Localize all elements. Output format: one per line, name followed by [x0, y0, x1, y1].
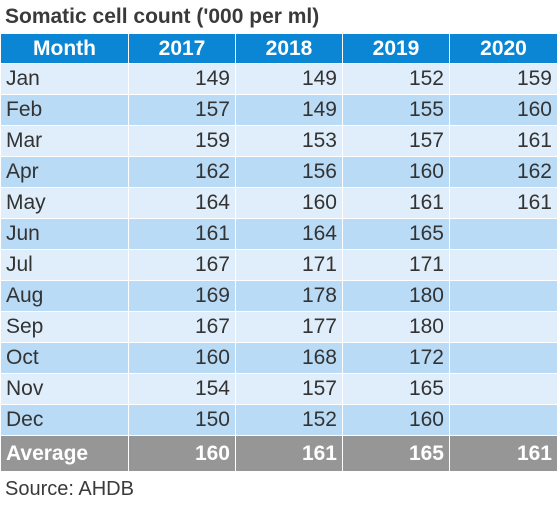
cell-value: 157	[235, 373, 343, 405]
average-value: 161	[449, 435, 558, 472]
table-row: Mar 159 153 157 161	[0, 125, 558, 157]
row-month: Feb	[0, 94, 129, 126]
cell-value	[449, 311, 558, 343]
source-note: Source: AHDB	[0, 474, 558, 505]
average-label: Average	[0, 435, 129, 472]
cell-value: 171	[235, 249, 343, 281]
row-month: May	[0, 187, 129, 219]
row-month: Dec	[0, 404, 129, 436]
cell-value: 161	[128, 218, 236, 250]
table-row: Jan 149 149 152 159	[0, 63, 558, 95]
cell-value: 165	[342, 373, 450, 405]
table-row: Sep 167 177 180	[0, 311, 558, 343]
row-month: Jul	[0, 249, 129, 281]
average-value: 165	[342, 435, 450, 472]
cell-value: 149	[128, 63, 236, 95]
cell-value: 169	[128, 280, 236, 312]
cell-value: 160	[342, 156, 450, 188]
cell-value: 160	[342, 404, 450, 436]
cell-value: 152	[235, 404, 343, 436]
header-row: Month 2017 2018 2019 2020	[0, 33, 558, 64]
cell-value	[449, 280, 558, 312]
header-year-2017: 2017	[128, 33, 236, 64]
cell-value: 159	[128, 125, 236, 157]
cell-value: 160	[235, 187, 343, 219]
row-month: Apr	[0, 156, 129, 188]
cell-value: 155	[342, 94, 450, 126]
cell-value: 172	[342, 342, 450, 374]
cell-value: 180	[342, 311, 450, 343]
row-month: Aug	[0, 280, 129, 312]
header-year-2019: 2019	[342, 33, 450, 64]
cell-value: 167	[128, 311, 236, 343]
table-row: May 164 160 161 161	[0, 187, 558, 219]
header-year-2020: 2020	[449, 33, 558, 64]
cell-value: 150	[128, 404, 236, 436]
cell-value: 171	[342, 249, 450, 281]
header-year-2018: 2018	[235, 33, 343, 64]
cell-value: 165	[342, 218, 450, 250]
table-row: Nov 154 157 165	[0, 373, 558, 405]
cell-value: 153	[235, 125, 343, 157]
table-row: Feb 157 149 155 160	[0, 94, 558, 126]
average-row: Average 160 161 165 161	[0, 435, 558, 472]
table-row: Jul 167 171 171	[0, 249, 558, 281]
scc-table: Month 2017 2018 2019 2020 Jan 149 149 15…	[0, 33, 558, 472]
cell-value: 162	[449, 156, 558, 188]
cell-value	[449, 249, 558, 281]
table-row: Dec 150 152 160	[0, 404, 558, 436]
row-month: Sep	[0, 311, 129, 343]
cell-value: 162	[128, 156, 236, 188]
cell-value: 164	[128, 187, 236, 219]
cell-value: 180	[342, 280, 450, 312]
table-row: Apr 162 156 160 162	[0, 156, 558, 188]
cell-value: 168	[235, 342, 343, 374]
cell-value: 161	[449, 125, 558, 157]
average-value: 161	[235, 435, 343, 472]
cell-value: 164	[235, 218, 343, 250]
cell-value: 160	[449, 94, 558, 126]
cell-value: 159	[449, 63, 558, 95]
cell-value	[449, 404, 558, 436]
row-month: Mar	[0, 125, 129, 157]
cell-value: 149	[235, 63, 343, 95]
header-month: Month	[0, 33, 129, 64]
table-row: Oct 160 168 172	[0, 342, 558, 374]
cell-value	[449, 218, 558, 250]
table-title: Somatic cell count ('000 per ml)	[0, 0, 558, 33]
cell-value: 161	[342, 187, 450, 219]
cell-value: 161	[449, 187, 558, 219]
average-value: 160	[128, 435, 236, 472]
cell-value: 157	[342, 125, 450, 157]
cell-value: 167	[128, 249, 236, 281]
table-row: Aug 169 178 180	[0, 280, 558, 312]
cell-value: 149	[235, 94, 343, 126]
cell-value: 157	[128, 94, 236, 126]
cell-value: 154	[128, 373, 236, 405]
table-row: Jun 161 164 165	[0, 218, 558, 250]
row-month: Nov	[0, 373, 129, 405]
cell-value: 177	[235, 311, 343, 343]
row-month: Jun	[0, 218, 129, 250]
cell-value: 152	[342, 63, 450, 95]
row-month: Jan	[0, 63, 129, 95]
cell-value: 178	[235, 280, 343, 312]
cell-value: 156	[235, 156, 343, 188]
cell-value	[449, 373, 558, 405]
row-month: Oct	[0, 342, 129, 374]
cell-value: 160	[128, 342, 236, 374]
cell-value	[449, 342, 558, 374]
